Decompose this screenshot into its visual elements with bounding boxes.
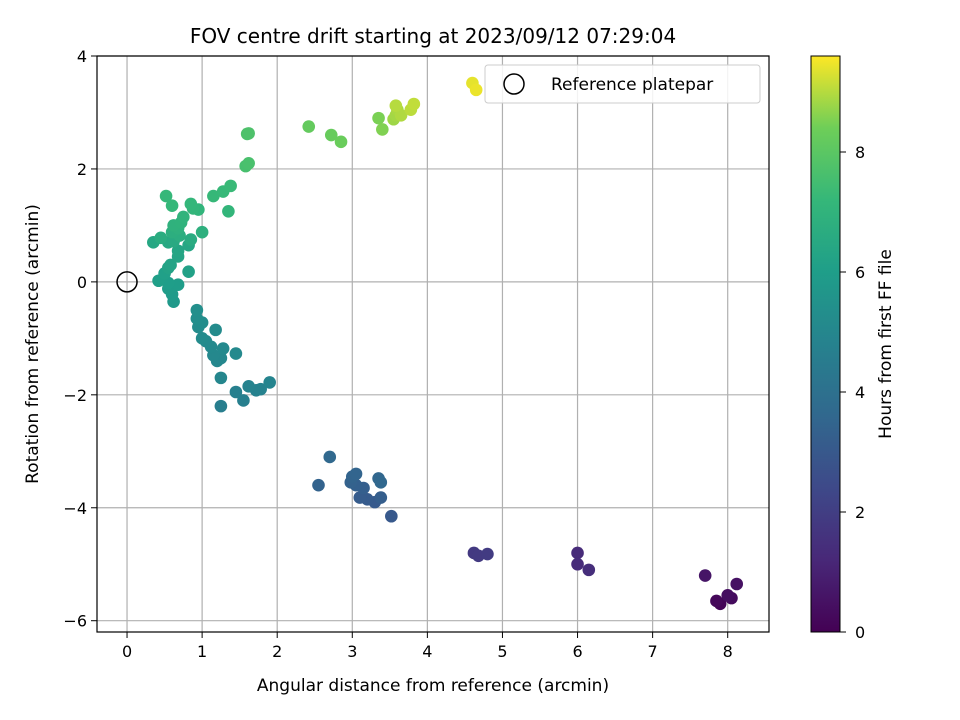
colorbar-tick-label: 0 bbox=[855, 623, 865, 642]
data-point bbox=[190, 303, 204, 317]
data-point bbox=[394, 108, 408, 122]
x-tick-label: 6 bbox=[572, 642, 582, 661]
data-point bbox=[730, 577, 744, 591]
data-point bbox=[710, 594, 723, 608]
data-point bbox=[165, 199, 179, 212]
data-point bbox=[302, 120, 316, 133]
data-point bbox=[182, 265, 195, 279]
data-point bbox=[721, 588, 735, 602]
colorbar-ticks: 0 2 4 6 8 bbox=[840, 143, 865, 642]
x-tick-label: 5 bbox=[497, 642, 507, 661]
x-tick-label: 1 bbox=[197, 642, 207, 661]
data-point bbox=[162, 276, 175, 290]
data-point bbox=[334, 135, 348, 149]
y-tick-label: −4 bbox=[63, 499, 87, 518]
data-point bbox=[242, 127, 255, 140]
x-axis-label: Angular distance from reference (arcmin) bbox=[257, 676, 609, 696]
x-tick-label: 8 bbox=[723, 642, 733, 661]
data-point bbox=[254, 382, 267, 396]
data-point bbox=[407, 97, 421, 111]
data-point bbox=[214, 371, 228, 385]
legend-marker-reference bbox=[503, 73, 525, 95]
x-axis-ticks: 0 1 2 3 4 5 6 7 8 bbox=[122, 632, 733, 661]
chart-title: FOV centre drift starting at 2023/09/12 … bbox=[190, 24, 676, 48]
data-point bbox=[312, 478, 325, 492]
data-point bbox=[324, 128, 338, 142]
data-point bbox=[164, 258, 177, 272]
data-point bbox=[224, 179, 237, 193]
x-tick-label: 7 bbox=[648, 642, 658, 661]
data-point bbox=[353, 491, 367, 504]
data-point bbox=[374, 491, 388, 504]
data-point bbox=[263, 376, 276, 389]
x-tick-label: 4 bbox=[422, 642, 432, 661]
reference-point bbox=[116, 271, 138, 293]
data-point bbox=[214, 399, 228, 413]
data-point bbox=[571, 557, 584, 571]
data-point bbox=[171, 244, 185, 258]
data-point bbox=[389, 99, 403, 112]
x-tick-label: 3 bbox=[347, 642, 357, 661]
data-point bbox=[184, 233, 198, 246]
data-point bbox=[582, 563, 596, 577]
data-point bbox=[229, 385, 243, 399]
x-tick-label: 2 bbox=[272, 642, 282, 661]
y-tick-label: 4 bbox=[77, 47, 87, 66]
data-point bbox=[177, 210, 190, 224]
data-point bbox=[216, 342, 230, 355]
y-tick-label: 2 bbox=[77, 160, 87, 179]
data-point bbox=[385, 509, 398, 523]
x-tick-label: 0 bbox=[122, 642, 132, 661]
data-point bbox=[209, 323, 222, 337]
data-point bbox=[195, 332, 209, 345]
data-point bbox=[372, 111, 385, 125]
data-point bbox=[229, 347, 243, 360]
legend: Reference platepar bbox=[484, 64, 761, 104]
data-point bbox=[154, 231, 168, 245]
y-tick-label: −6 bbox=[63, 612, 87, 631]
data-point bbox=[698, 569, 712, 582]
colorbar-tick-label: 8 bbox=[855, 143, 865, 162]
data-point bbox=[374, 476, 388, 489]
y-tick-label: 0 bbox=[77, 273, 87, 292]
data-point bbox=[222, 204, 235, 218]
colorbar-label: Hours from first FF file bbox=[876, 249, 896, 439]
data-point bbox=[195, 225, 209, 239]
data-point bbox=[184, 197, 198, 211]
y-tick-label: −2 bbox=[63, 386, 87, 405]
plot-frame bbox=[96, 55, 770, 633]
data-point bbox=[376, 123, 389, 136]
data-point bbox=[159, 189, 173, 203]
legend-label-reference: Reference platepar bbox=[551, 75, 713, 95]
colorbar-gradient bbox=[810, 55, 841, 633]
y-axis-ticks: −6 −4 −2 0 2 4 bbox=[63, 47, 97, 631]
y-axis-label: Rotation from reference (arcmin) bbox=[23, 204, 43, 484]
data-point bbox=[469, 83, 483, 97]
data-point bbox=[207, 189, 220, 203]
data-point bbox=[171, 278, 185, 292]
colorbar-tick-label: 4 bbox=[855, 383, 865, 402]
colorbar-tick-label: 2 bbox=[855, 503, 865, 522]
data-point bbox=[242, 156, 255, 170]
data-point bbox=[323, 450, 337, 464]
legend-box bbox=[484, 64, 761, 104]
data-point bbox=[481, 547, 494, 561]
colorbar-tick-label: 6 bbox=[855, 263, 865, 282]
data-point bbox=[242, 380, 255, 393]
data-point bbox=[349, 467, 363, 481]
data-points bbox=[147, 76, 744, 611]
data-point bbox=[571, 546, 584, 560]
reference-marker bbox=[116, 271, 138, 293]
grid bbox=[97, 55, 769, 632]
colorbar: 0 2 4 6 8 Hours from first FF file bbox=[810, 55, 896, 642]
data-point bbox=[237, 394, 250, 407]
